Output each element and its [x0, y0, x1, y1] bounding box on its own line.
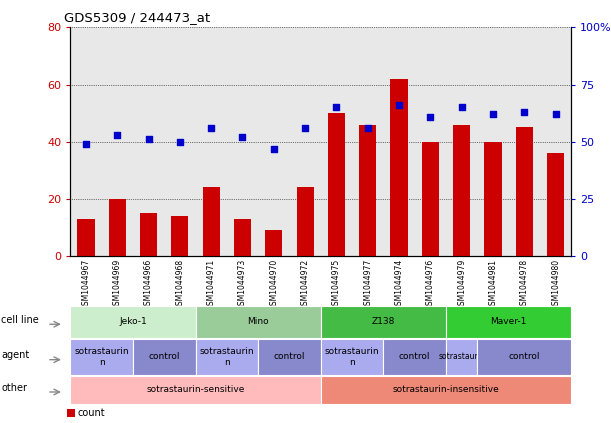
Point: [81, 140, 91, 147]
Bar: [296, 187, 313, 256]
Point: [425, 113, 435, 120]
Point: [238, 134, 247, 140]
Text: sotrastaurin: sotrastaurin: [438, 352, 485, 361]
Text: other: other: [1, 383, 27, 393]
Text: sotrastaurin-sensitive: sotrastaurin-sensitive: [146, 385, 245, 394]
Bar: [547, 153, 564, 256]
Text: agent: agent: [1, 350, 29, 360]
Text: control: control: [274, 352, 306, 361]
Text: count: count: [78, 408, 105, 418]
Bar: [234, 219, 251, 256]
Text: Jeko-1: Jeko-1: [119, 317, 147, 326]
Bar: [328, 113, 345, 256]
Point: [519, 109, 529, 115]
Bar: [203, 187, 220, 256]
Point: [112, 132, 122, 138]
Text: control: control: [508, 352, 540, 361]
Bar: [359, 125, 376, 256]
Text: sotrastaurin
n: sotrastaurin n: [325, 347, 379, 366]
Text: sotrastaurin-insensitive: sotrastaurin-insensitive: [393, 385, 499, 394]
Point: [488, 111, 498, 118]
Text: Mino: Mino: [247, 317, 269, 326]
Point: [207, 125, 216, 132]
Bar: [422, 142, 439, 256]
Point: [363, 125, 373, 132]
Point: [144, 136, 153, 143]
Text: control: control: [399, 352, 431, 361]
Bar: [390, 79, 408, 256]
Text: cell line: cell line: [1, 315, 39, 325]
Point: [300, 125, 310, 132]
Bar: [171, 216, 188, 256]
Text: Z138: Z138: [371, 317, 395, 326]
Bar: [485, 142, 502, 256]
Point: [457, 104, 467, 111]
Text: sotrastaurin
n: sotrastaurin n: [200, 347, 254, 366]
Point: [394, 102, 404, 109]
Bar: [265, 230, 282, 256]
Text: control: control: [148, 352, 180, 361]
Text: sotrastaurin
n: sotrastaurin n: [75, 347, 129, 366]
Text: Maver-1: Maver-1: [491, 317, 527, 326]
Bar: [109, 199, 126, 256]
Point: [332, 104, 342, 111]
Bar: [516, 127, 533, 256]
Bar: [140, 213, 157, 256]
Text: GDS5309 / 244473_at: GDS5309 / 244473_at: [64, 11, 210, 24]
Point: [269, 145, 279, 152]
Bar: [453, 125, 470, 256]
Point: [175, 138, 185, 145]
Point: [551, 111, 560, 118]
Bar: [78, 219, 95, 256]
